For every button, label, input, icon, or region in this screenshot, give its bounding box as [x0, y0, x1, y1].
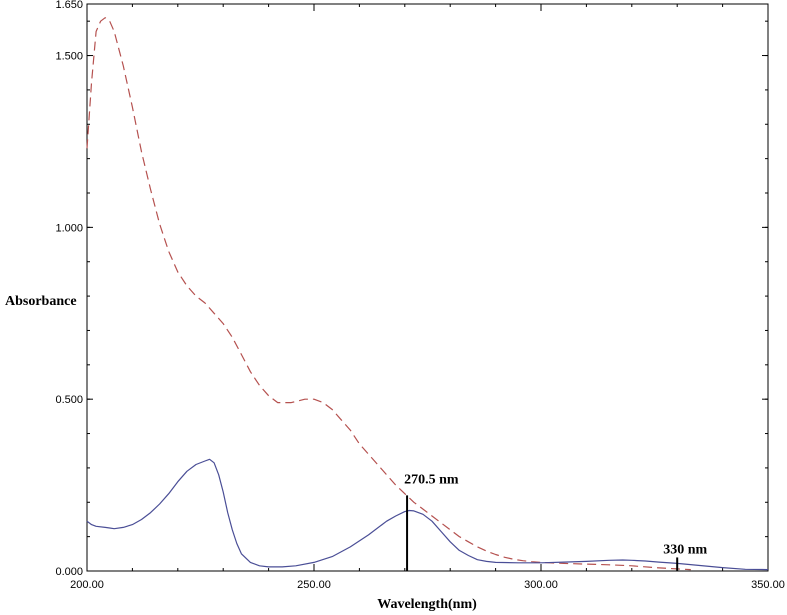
- peak-label: 270.5 nm: [404, 473, 459, 488]
- series-line-solid: [86, 458, 769, 571]
- x-tick-label: 250.00: [297, 579, 331, 591]
- y-tick-label: 0.500: [55, 394, 83, 406]
- plot-frame: [86, 3, 769, 572]
- series-line-dashed: [86, 17, 691, 571]
- x-tick-label: 200.00: [70, 579, 104, 591]
- x-tick-label: 300.00: [524, 579, 558, 591]
- y-tick-label: 0.000: [55, 566, 83, 578]
- x-tick-label: 350.00: [751, 579, 785, 591]
- x-axis: 200.00 250.00 300.00 350.00: [70, 4, 785, 591]
- y-axis: 0.000 0.500 1.000 1.500 1.650: [55, 0, 768, 578]
- series-layer: [86, 17, 769, 571]
- peak-label: 330 nm: [663, 542, 707, 557]
- y-tick-label: 1.500: [55, 51, 83, 63]
- annotation-layer: 270.5 nm 330 nm: [404, 473, 707, 571]
- y-axis-title: Absorbance: [5, 294, 77, 309]
- x-axis-title: Wavelength(nm): [377, 597, 477, 612]
- y-tick-label: 1.000: [55, 222, 83, 234]
- y-tick-label: 1.650: [55, 0, 83, 11]
